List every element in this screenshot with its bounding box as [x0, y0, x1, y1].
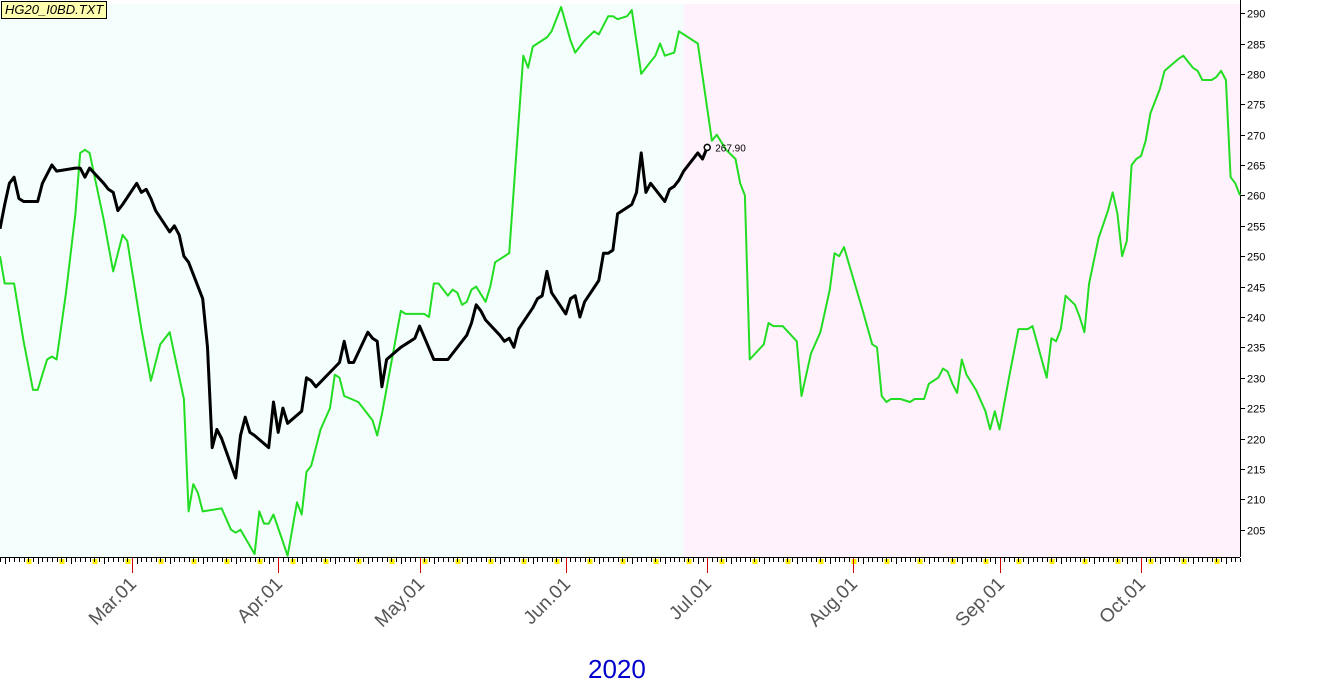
y-tick-label: 225 [1247, 404, 1265, 416]
y-tick-label: 275 [1247, 100, 1265, 112]
month-label: Mar.01 [85, 574, 141, 630]
last-value-marker: 267.90 [703, 143, 746, 154]
y-tick-label: 290 [1247, 9, 1265, 21]
y-tick-label: 240 [1247, 313, 1265, 325]
price-axis: 205 210 215 220 225 230 235 240 245 250 255 260 265 2… [1240, 0, 1265, 557]
month-label: Oct.01 [1096, 574, 1150, 628]
chart-title: HG20_I0BD.TXT [1, 1, 108, 19]
month-label: Apr.01 [233, 574, 287, 628]
y-tick-label: 250 [1247, 252, 1265, 264]
y-tick-label: 270 [1247, 131, 1265, 143]
month-label: May.01 [371, 574, 429, 632]
y-tick-label: 230 [1247, 374, 1265, 386]
month-label: Jun.01 [520, 574, 575, 629]
shaded-region-0 [0, 4, 684, 557]
comparison-series-line [0, 6, 1241, 557]
y-tick-label: 280 [1247, 70, 1265, 82]
last-value-dot [703, 143, 711, 152]
primary-series-line [0, 146, 709, 480]
y-tick-label: 260 [1247, 191, 1265, 203]
month-label: Jul.01 [665, 574, 716, 625]
y-tick-label: 215 [1247, 465, 1265, 477]
y-tick-label: 205 [1247, 526, 1265, 538]
y-tick-label: 210 [1247, 495, 1265, 507]
y-tick-label: 265 [1247, 161, 1265, 173]
last-value-label: 267.90 [715, 143, 746, 154]
month-label: Sep.01 [952, 574, 1009, 631]
shaded-regions [0, 4, 1240, 557]
y-tick-label: 245 [1247, 283, 1265, 295]
shaded-region-1 [683, 4, 1240, 557]
y-tick-label: 285 [1247, 40, 1265, 52]
y-tick-label: 235 [1247, 343, 1265, 355]
series-lines [0, 6, 1241, 557]
year-label: 2020 [588, 654, 646, 684]
month-label: Aug.01 [805, 574, 862, 631]
y-tick-label: 255 [1247, 222, 1265, 234]
date-axis: Mar.01 Apr.01 May.01 Jun.01 Jul.01 Aug.01 Sep.… [0, 557, 1241, 632]
y-tick-label: 220 [1247, 435, 1265, 447]
